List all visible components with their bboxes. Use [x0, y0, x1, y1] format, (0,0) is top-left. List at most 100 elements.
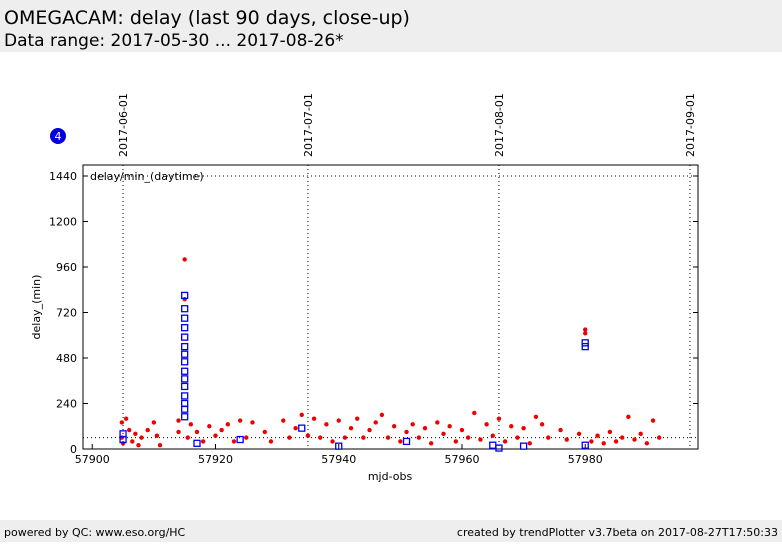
point [495, 444, 503, 452]
point [281, 418, 286, 423]
point [336, 418, 341, 423]
point [185, 435, 190, 440]
point [656, 435, 662, 440]
y-tick-label: 960 [56, 261, 77, 274]
x-tick-label: 57980 [568, 453, 603, 466]
point [379, 412, 385, 418]
point [533, 414, 539, 419]
point [502, 439, 508, 444]
y-tick-label: 1200 [49, 215, 77, 228]
point [484, 422, 489, 427]
point [324, 422, 329, 427]
point [213, 433, 218, 438]
point [181, 324, 189, 332]
point [453, 439, 459, 444]
point [539, 422, 545, 427]
point [157, 443, 163, 448]
point [620, 435, 625, 440]
point [416, 435, 422, 440]
point [490, 433, 495, 438]
point [181, 392, 189, 400]
footer-left: powered by QC: www.eso.org/HC [4, 526, 186, 539]
point [644, 441, 650, 446]
point [181, 367, 189, 375]
point [459, 427, 465, 433]
point [207, 424, 212, 429]
point [527, 441, 532, 446]
point [176, 429, 181, 435]
point [348, 425, 354, 431]
point [361, 435, 366, 440]
point [342, 435, 348, 440]
y-axis-label: delay_(min) [30, 275, 43, 340]
x-tick-label: 57920 [198, 453, 233, 466]
point [133, 431, 138, 437]
point [478, 437, 483, 442]
point [335, 442, 343, 450]
point [181, 375, 189, 383]
chart-subtitle: Data range: 2017-05-30 ... 2017-08-26* [4, 31, 344, 51]
point [330, 439, 335, 444]
point [435, 420, 440, 425]
point [181, 382, 189, 391]
point [182, 297, 187, 302]
point [244, 435, 249, 440]
point [519, 442, 528, 450]
point [632, 437, 637, 442]
point [398, 439, 403, 444]
point [136, 443, 141, 448]
point [176, 418, 181, 423]
point [613, 439, 619, 444]
point [127, 427, 132, 433]
point [465, 435, 471, 440]
point [564, 437, 569, 442]
point [601, 441, 606, 446]
point [200, 439, 206, 444]
x2-tick-label: 2017-07-01 [302, 93, 315, 157]
point [181, 358, 189, 366]
x-axis-label: mjd-obs [368, 470, 413, 483]
point [595, 433, 600, 438]
point [581, 441, 589, 449]
point [583, 327, 588, 332]
point [181, 413, 189, 421]
point [219, 427, 224, 433]
point [181, 314, 189, 322]
point [119, 435, 127, 444]
point [447, 424, 452, 429]
point [262, 429, 267, 435]
point [194, 429, 200, 435]
point [298, 424, 306, 432]
point [145, 427, 150, 433]
point [521, 425, 526, 431]
point [181, 291, 189, 300]
point [318, 435, 323, 440]
point [119, 420, 125, 425]
x2-tick-label: 2017-08-01 [493, 93, 506, 157]
point [404, 429, 409, 435]
point [181, 305, 189, 313]
point [130, 439, 135, 444]
y-tick-label: 720 [56, 306, 77, 319]
point [581, 339, 589, 347]
point [581, 342, 589, 351]
point [123, 416, 129, 421]
badge: 4 [55, 130, 62, 143]
point [373, 420, 378, 425]
y-tick-label: 0 [70, 443, 77, 456]
point [355, 416, 360, 421]
point [546, 435, 551, 440]
point [391, 424, 397, 429]
point [151, 420, 157, 425]
point [589, 439, 594, 444]
x-tick-label: 57940 [321, 453, 356, 466]
point [509, 424, 514, 429]
x2-tick-label: 2017-09-01 [684, 93, 697, 157]
point [385, 435, 391, 440]
point [650, 418, 656, 423]
footer-right: created by trendPlotter v3.7beta on 2017… [457, 526, 778, 539]
point [402, 437, 411, 446]
point [299, 412, 304, 418]
point [472, 410, 477, 416]
